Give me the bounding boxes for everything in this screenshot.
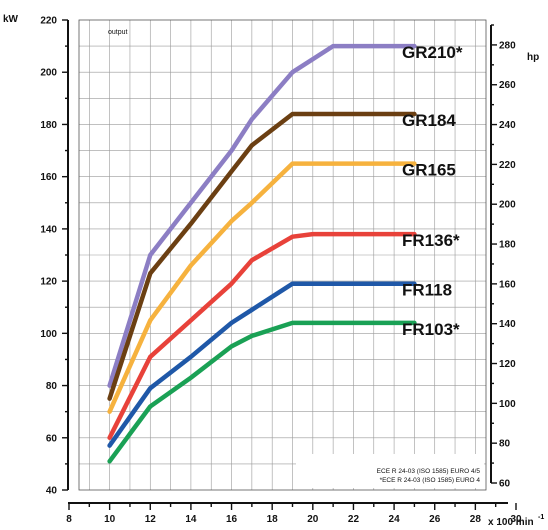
bottom-tick-label: 26 (429, 514, 441, 525)
x-axis-unit-superscript: -1 (538, 514, 544, 521)
series-line-fr118 (107, 281, 417, 448)
left-tick-label: 160 (40, 172, 57, 183)
bottom-tick-label: 10 (104, 514, 116, 525)
right-axis: 60 80 100 120 140 160 180 200 220 240 260 280 (490, 24, 516, 490)
plot-frame (78, 19, 487, 491)
bottom-tick-label: 18 (267, 514, 279, 525)
bottom-tick-label: 12 (145, 514, 157, 525)
right-tick-label: 200 (499, 200, 516, 211)
note-line-1: ECE R 24-03 (ISO 1585) EURO 4/5 (377, 468, 481, 475)
bottom-tick-label: 8 (66, 514, 72, 525)
inner-output-label: output (108, 29, 128, 36)
left-tick-label: 220 (40, 16, 57, 27)
bottom-tick-label: 14 (185, 514, 197, 525)
right-tick-label: 260 (499, 80, 516, 91)
series-label-fr136: FR136* (402, 231, 460, 250)
bottom-axis: 8 10 12 14 16 18 20 22 24 26 28 30 (66, 502, 522, 525)
series-label-fr118: FR118 (402, 281, 452, 300)
right-tick-label: 280 (499, 40, 516, 51)
right-tick-label: 240 (499, 120, 516, 131)
right-tick-label: 120 (499, 359, 516, 370)
grid (79, 20, 486, 490)
right-tick-label: 80 (499, 439, 511, 450)
series-label-gr184: GR184 (402, 111, 456, 130)
series-line-fr136 (107, 231, 417, 441)
series-line-fr103 (107, 320, 417, 464)
series-line-gr165 (107, 161, 417, 414)
bottom-tick-label: 28 (470, 514, 482, 525)
series-label-gr210: GR210* (402, 43, 463, 62)
series-line-gr210 (107, 43, 417, 388)
note-line-2: *ECE R 24-03 (ISO 1585) EURO 4 (380, 477, 481, 484)
bottom-tick-label: 24 (389, 514, 401, 525)
left-tick-label: 80 (46, 381, 58, 392)
right-tick-label: 160 (499, 279, 516, 290)
x-axis-unit: x 100 min (488, 517, 534, 528)
bottom-tick-label: 22 (348, 514, 360, 525)
bottom-tick-label: 20 (307, 514, 319, 525)
right-axis-unit: hp (527, 52, 539, 63)
notes-box: ECE R 24-03 (ISO 1585) EURO 4/5 *ECE R 2… (296, 454, 484, 488)
right-tick-label: 100 (499, 399, 516, 410)
series-group: GR210* GR184 GR165 FR136* FR118 FR103* (107, 43, 463, 464)
right-tick-label: 180 (499, 240, 516, 251)
left-tick-label: 200 (40, 68, 57, 79)
left-tick-label: 40 (46, 486, 58, 497)
left-tick-label: 180 (40, 120, 57, 131)
bottom-tick-label: 30 (510, 514, 522, 525)
left-tick-label: 60 (46, 433, 58, 444)
series-label-gr165: GR165 (402, 161, 456, 180)
left-axis-unit: kW (3, 14, 19, 25)
right-tick-label: 140 (499, 319, 516, 330)
left-tick-label: 100 (40, 329, 57, 340)
left-axis: 40 60 80 100 120 140 160 180 200 220 (40, 16, 69, 497)
bottom-tick-label: 16 (226, 514, 238, 525)
right-tick-label: 220 (499, 160, 516, 171)
left-tick-label: 140 (40, 224, 57, 235)
series-line-gr184 (107, 111, 417, 401)
right-tick-label: 60 (499, 479, 511, 490)
left-tick-label: 120 (40, 277, 57, 288)
series-label-fr103: FR103* (402, 320, 460, 339)
